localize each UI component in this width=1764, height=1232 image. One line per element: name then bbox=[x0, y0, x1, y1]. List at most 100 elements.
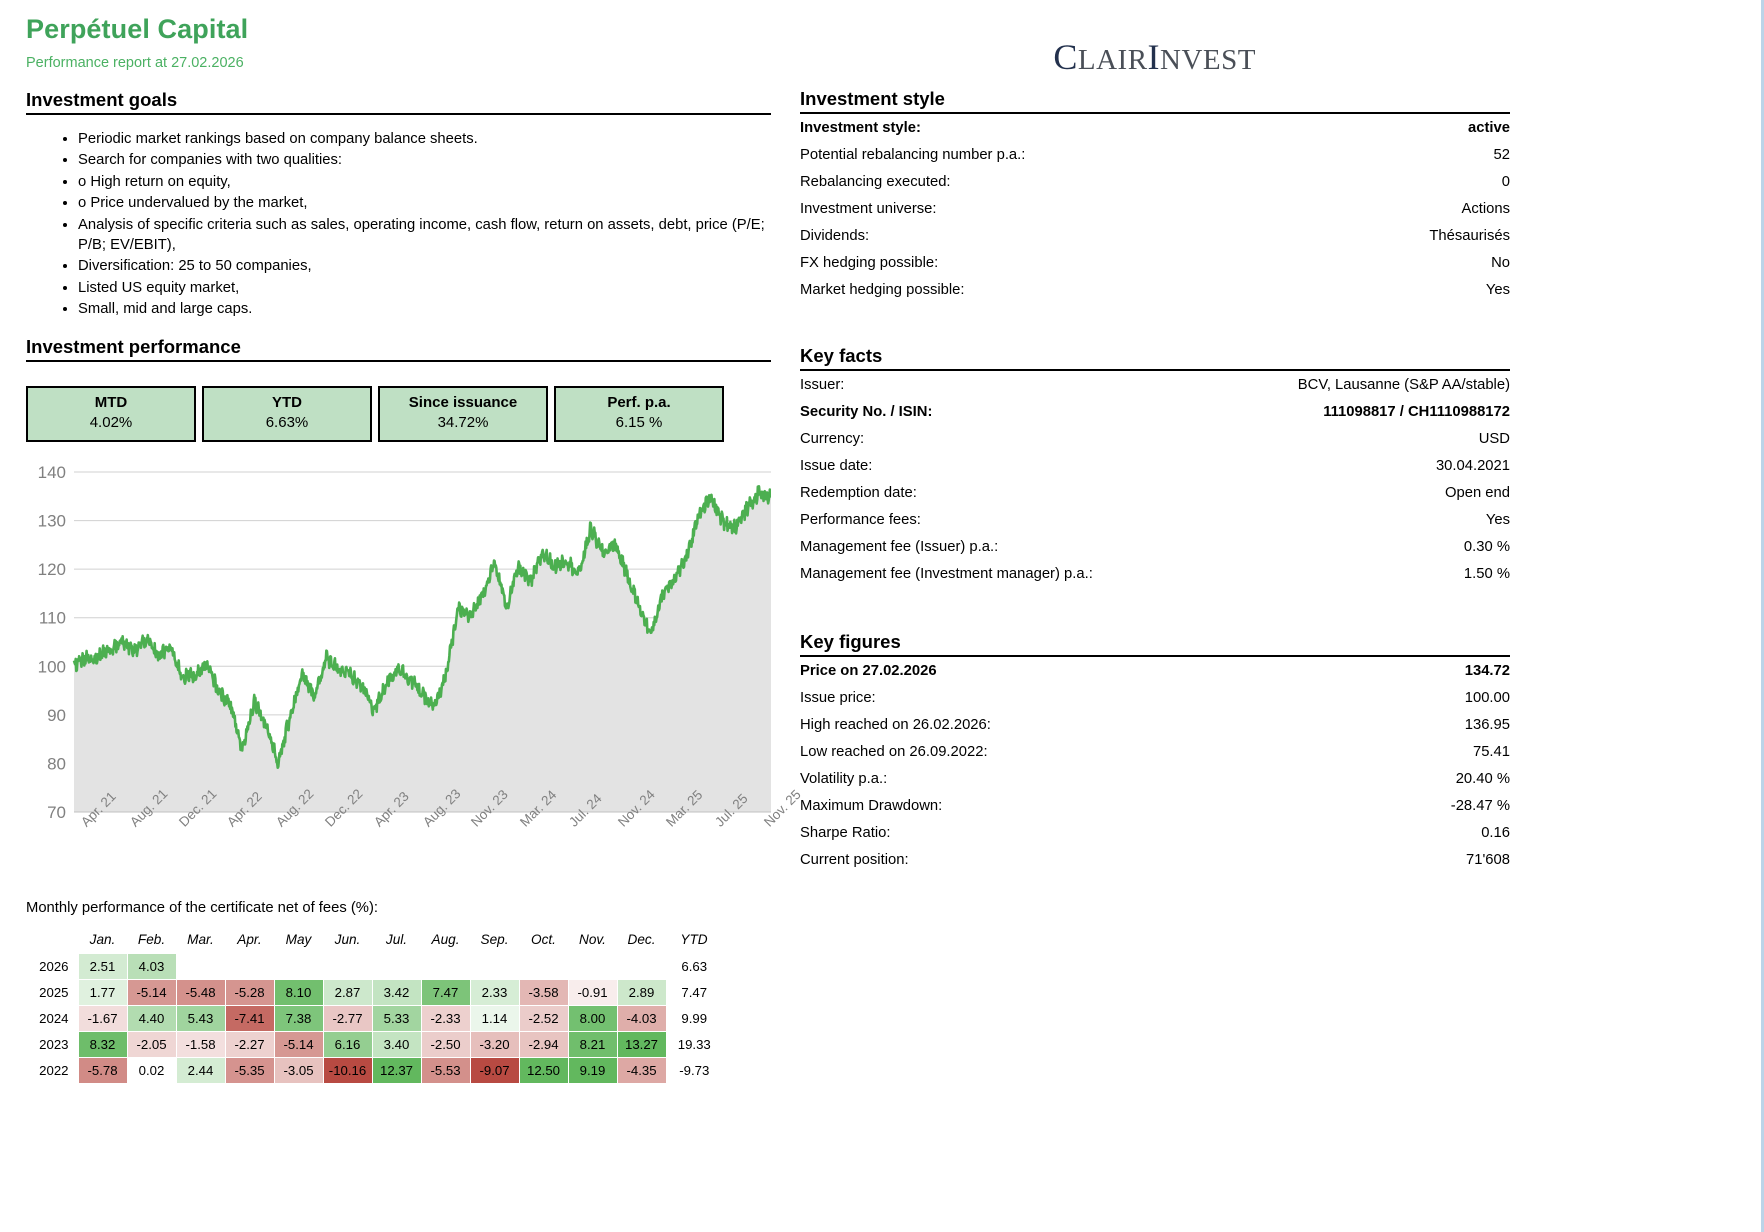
key-figures-row: Sharpe Ratio: 0.16 bbox=[800, 819, 1510, 846]
monthly-table-cell: -4.03 bbox=[616, 1005, 667, 1033]
monthly-table-column-header: Jan. bbox=[78, 930, 127, 954]
monthly-table-cell: 4.40 bbox=[126, 1005, 177, 1033]
monthly-table-cell: 1.14 bbox=[469, 1005, 520, 1033]
investment-style-value: Actions bbox=[1461, 200, 1510, 217]
monthly-table-cell: -3.58 bbox=[518, 979, 569, 1007]
monthly-table-column-header: Oct. bbox=[519, 930, 568, 954]
key-facts-label: Issuer: bbox=[800, 376, 845, 393]
investment-style-value: No bbox=[1491, 254, 1510, 271]
monthly-table-ytd-cell: -9.73 bbox=[665, 1057, 722, 1084]
monthly-table-cell: -5.35 bbox=[224, 1057, 275, 1085]
key-figures-label: High reached on 26.02.2026: bbox=[800, 716, 991, 733]
monthly-table-cell: -2.77 bbox=[322, 1005, 373, 1033]
monthly-table-cell: -9.07 bbox=[469, 1057, 520, 1085]
investment-style-value: Thésaurisés bbox=[1429, 227, 1510, 244]
key-figures-value: 71'608 bbox=[1466, 851, 1510, 868]
monthly-table-column-header: Jun. bbox=[323, 930, 372, 954]
left-column: Perpétuel Capital Performance report at … bbox=[26, 0, 804, 1085]
investment-style-label: FX hedging possible: bbox=[800, 254, 939, 271]
key-facts-heading: Key facts bbox=[800, 345, 1510, 371]
monthly-table-cell: 8.32 bbox=[77, 1031, 128, 1059]
key-facts-label: Management fee (Issuer) p.a.: bbox=[800, 538, 999, 555]
key-facts-value: BCV, Lausanne (S&P AA/stable) bbox=[1297, 376, 1510, 393]
key-facts-value: Yes bbox=[1485, 511, 1510, 528]
monthly-table-cell: -7.41 bbox=[224, 1005, 275, 1033]
monthly-table-cell: 2.89 bbox=[616, 979, 667, 1007]
key-figures-label: Maximum Drawdown: bbox=[800, 797, 943, 814]
investment-style-row: FX hedging possible: No bbox=[800, 249, 1510, 276]
perf-box-value: 34.72% bbox=[437, 413, 489, 431]
monthly-table-cell: 2.51 bbox=[77, 953, 128, 981]
monthly-table-cell: 1.77 bbox=[77, 979, 128, 1007]
key-figures-value: 75.41 bbox=[1472, 743, 1510, 760]
key-facts-label: Performance fees: bbox=[800, 511, 921, 528]
table-row: 2025 1.77 -5.14 -5.48 -5.28 8.10 2.87 3.42 7.47 2… bbox=[26, 979, 722, 1007]
investment-style-label: Market hedging possible: bbox=[800, 281, 965, 298]
key-facts-row: Issuer: BCV, Lausanne (S&P AA/stable) bbox=[800, 371, 1510, 398]
right-column: CLAIRINVEST Investment style Investment … bbox=[800, 0, 1510, 873]
monthly-table-cell: 9.19 bbox=[567, 1057, 618, 1085]
performance-summary-boxes: MTD 4.02% YTD 6.63% Since issuance 34.72… bbox=[26, 385, 771, 443]
monthly-table-cell: -3.20 bbox=[469, 1031, 520, 1059]
monthly-table-year-label: 2025 bbox=[26, 979, 78, 1006]
monthly-table-column-header: Sep. bbox=[470, 930, 519, 954]
monthly-table-cell: 8.10 bbox=[273, 979, 324, 1007]
key-facts-value: USD bbox=[1478, 430, 1510, 447]
monthly-table-cell bbox=[567, 953, 618, 981]
logo-i: I bbox=[1147, 37, 1161, 77]
list-item: Small, mid and large caps. bbox=[78, 299, 771, 319]
monthly-table-ytd-cell: 9.99 bbox=[665, 1005, 722, 1032]
key-facts-label: Security No. / ISIN: bbox=[800, 403, 933, 420]
key-figures-label: Current position: bbox=[800, 851, 909, 868]
key-facts-row: Currency: USD bbox=[800, 425, 1510, 452]
investment-goals-list: Periodic market rankings based on compan… bbox=[26, 129, 771, 320]
monthly-table-column-header: Nov. bbox=[568, 930, 617, 954]
key-figures-value: -28.47 % bbox=[1450, 797, 1510, 814]
monthly-table-cell: 0.02 bbox=[126, 1057, 177, 1085]
investment-style-value: active bbox=[1468, 119, 1510, 136]
key-figures-value: 20.40 % bbox=[1455, 770, 1510, 787]
monthly-table-cell: -2.33 bbox=[420, 1005, 471, 1033]
monthly-table-cell: -3.05 bbox=[273, 1057, 324, 1085]
investment-style-row: Rebalancing executed: 0 bbox=[800, 168, 1510, 195]
perf-box-label: Perf. p.a. bbox=[607, 393, 671, 411]
key-facts-row: Issue date: 30.04.2021 bbox=[800, 452, 1510, 479]
logo-c: C bbox=[1053, 37, 1078, 77]
monthly-table-header-row: Jan. Feb. Mar. Apr. May Jun. Jul. Aug. Sep. Oct. N… bbox=[26, 930, 722, 954]
monthly-table-cell: 7.38 bbox=[273, 1005, 324, 1033]
clairinvest-logo: CLAIRINVEST bbox=[1053, 36, 1256, 78]
monthly-table-year-label: 2023 bbox=[26, 1031, 78, 1058]
investment-style-row: Investment style: active bbox=[800, 114, 1510, 141]
monthly-table-ytd-cell: 19.33 bbox=[665, 1031, 722, 1058]
key-figures-row: High reached on 26.02.2026: 136.95 bbox=[800, 711, 1510, 738]
monthly-table-cell: -5.53 bbox=[420, 1057, 471, 1085]
key-figures-heading: Key figures bbox=[800, 631, 1510, 657]
key-figures-value: 100.00 bbox=[1464, 689, 1510, 706]
key-figures-label: Issue price: bbox=[800, 689, 876, 706]
monthly-table-cell: -0.91 bbox=[567, 979, 618, 1007]
monthly-table-cell: -1.67 bbox=[77, 1005, 128, 1033]
investment-style-row: Investment universe: Actions bbox=[800, 195, 1510, 222]
table-row: 2024 -1.67 4.40 5.43 -7.41 7.38 -2.77 5.33 -2.33… bbox=[26, 1005, 722, 1033]
table-row: 2026 2.51 4.03 6.63 bbox=[26, 953, 722, 981]
monthly-table-cell bbox=[469, 953, 520, 981]
chart-y-tick-label: 110 bbox=[39, 609, 66, 628]
performance-chart: 70 80 90 100 110 120 130 140 Apr. 21 Aug. 21 Dec.… bbox=[26, 464, 804, 884]
investment-style-row: Dividends: Thésaurisés bbox=[800, 222, 1510, 249]
monthly-table-column-header: Dec. bbox=[617, 930, 666, 954]
chart-y-tick-label: 80 bbox=[47, 755, 66, 774]
key-figures-row: Current position: 71'608 bbox=[800, 846, 1510, 873]
chart-price-line bbox=[72, 485, 771, 770]
monthly-table-column-header: Feb. bbox=[127, 930, 176, 954]
chart-x-axis-labels: Apr. 21 Aug. 21 Dec. 21 Apr. 22 Aug. 22 Dec. … bbox=[26, 786, 804, 883]
monthly-table-cell: 4.03 bbox=[126, 953, 177, 981]
monthly-table-cell: 8.00 bbox=[567, 1005, 618, 1033]
monthly-table-corner bbox=[26, 930, 78, 954]
monthly-table-cell: 12.50 bbox=[518, 1057, 569, 1085]
investment-style-table: Investment style: active Potential rebalan… bbox=[800, 114, 1510, 303]
key-facts-value: 111098817 / CH1110988172 bbox=[1323, 403, 1510, 420]
monthly-table-cell bbox=[371, 953, 422, 981]
monthly-table-cell: -2.94 bbox=[518, 1031, 569, 1059]
monthly-table-cell: 6.16 bbox=[322, 1031, 373, 1059]
monthly-table-cell: -2.27 bbox=[224, 1031, 275, 1059]
